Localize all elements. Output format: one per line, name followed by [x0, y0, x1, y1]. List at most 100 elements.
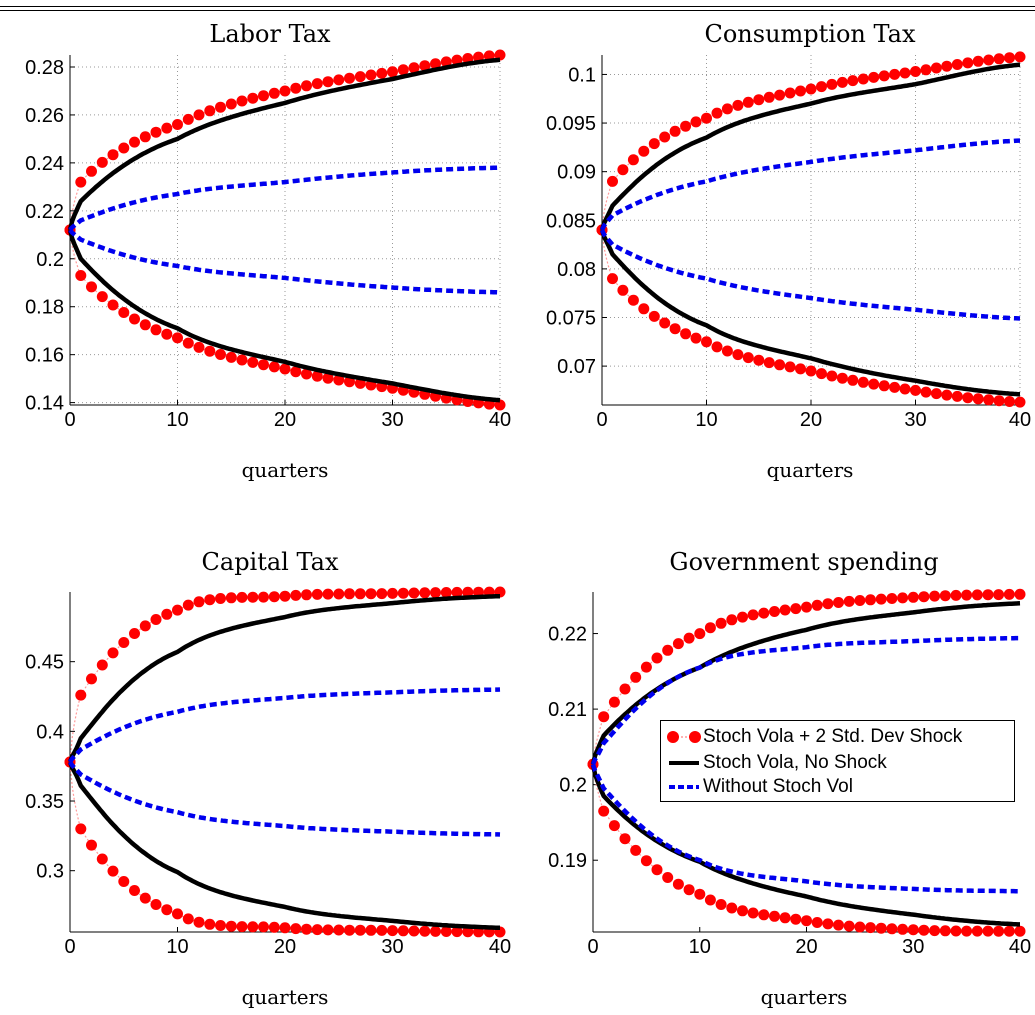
- series-point-shock: [847, 374, 859, 386]
- series-point-shock: [161, 122, 173, 134]
- series-point-shock: [608, 696, 620, 708]
- series-point-shock: [907, 591, 919, 603]
- series-point-shock: [107, 149, 119, 161]
- series-point-shock: [118, 637, 130, 648]
- series-point-shock: [608, 820, 620, 832]
- series-point-shock: [301, 80, 312, 92]
- series-point-shock: [715, 899, 727, 910]
- series-point-shock: [742, 96, 754, 108]
- series-point-shock: [971, 589, 983, 601]
- series-point-shock: [290, 82, 302, 94]
- series-point-shock: [690, 116, 702, 128]
- series-line-novol: [68, 760, 501, 837]
- series-line-noshock: [599, 229, 1021, 397]
- series-point-shock: [779, 604, 791, 616]
- series-point-shock: [311, 588, 323, 600]
- series-point-shock: [897, 592, 909, 604]
- series-point-shock: [910, 66, 921, 77]
- series-point-shock: [662, 872, 674, 883]
- series-point-shock: [680, 120, 692, 132]
- series-point-shock: [408, 62, 420, 74]
- series-point-shock: [993, 395, 1005, 407]
- series-point-shock: [651, 652, 663, 664]
- y-tick-label: 0.1: [568, 64, 596, 86]
- series-point-shock: [907, 924, 919, 936]
- y-tick-label: 0.07: [557, 356, 596, 378]
- series-point-shock: [763, 357, 775, 369]
- legend: Stoch Vola + 2 Std. Dev Shock Stoch Vola…: [660, 720, 1015, 802]
- x-tick-label: 30: [904, 409, 926, 431]
- series-point-shock: [795, 363, 806, 375]
- series-point-shock: [868, 378, 880, 390]
- series-point-shock: [897, 923, 909, 935]
- series-point-shock: [247, 591, 259, 603]
- series-point-shock: [258, 591, 269, 603]
- series-point-shock: [430, 58, 441, 70]
- series-point-shock: [204, 105, 216, 117]
- series-point-shock: [236, 95, 248, 107]
- series-point-shock: [805, 365, 817, 377]
- series-point-shock: [75, 270, 87, 281]
- series-point-shock: [430, 925, 441, 937]
- x-tick-label: 30: [381, 409, 403, 431]
- legend-sample-dots: [667, 731, 701, 743]
- series-point-shock: [747, 609, 759, 621]
- series-point-shock: [118, 876, 130, 887]
- series-point-shock: [930, 388, 942, 400]
- x-tick-label: 30: [381, 936, 403, 958]
- series-point-shock: [397, 925, 409, 937]
- series-point-shock: [258, 90, 269, 102]
- y-tick-label: 0.085: [546, 210, 596, 232]
- series-point-shock: [951, 59, 963, 70]
- series-point-shock: [268, 361, 280, 373]
- series-point-shock: [983, 54, 995, 66]
- series-point-shock: [86, 839, 97, 851]
- series-line-novol: [590, 635, 1020, 766]
- series-point-shock: [268, 87, 280, 99]
- series-point-shock: [732, 99, 744, 111]
- series-point-shock: [982, 925, 994, 937]
- series-point-shock: [763, 91, 775, 103]
- y-tick-label: 0.08: [557, 259, 596, 281]
- series-line-noshock: [67, 229, 501, 403]
- series-point-shock: [225, 351, 237, 363]
- series-point-shock: [172, 332, 183, 344]
- series-point-shock: [790, 603, 802, 615]
- series-line-novol: [68, 687, 501, 764]
- series-point-shock: [918, 591, 930, 603]
- series-point-shock: [790, 913, 802, 925]
- series-point-shock: [204, 345, 216, 357]
- series-point-shock: [290, 589, 302, 601]
- series-point-shock: [758, 909, 770, 921]
- series-line-noshock: [67, 593, 500, 763]
- series-point-shock: [290, 923, 302, 935]
- series-point-shock: [774, 359, 786, 371]
- series-point-shock: [822, 918, 834, 930]
- top-rule-2: [0, 10, 1035, 11]
- y-tick-label: 0.45: [25, 652, 64, 674]
- x-tick-label: 0: [64, 936, 75, 958]
- series-point-shock: [118, 142, 130, 154]
- panel-title: Consumption Tax: [704, 20, 916, 48]
- series-point-shock: [899, 67, 911, 79]
- series-point-shock: [833, 597, 844, 608]
- series-point-shock: [950, 925, 962, 937]
- series-point-shock: [225, 592, 237, 604]
- series-point-shock: [993, 589, 1005, 601]
- series-point-shock: [950, 589, 962, 601]
- x-axis-label: quarters: [241, 458, 329, 482]
- series-point-shock: [962, 57, 974, 69]
- series-line-noshock: [67, 57, 501, 231]
- series-point-shock: [659, 131, 671, 143]
- series-point-shock: [732, 349, 744, 361]
- x-tick-label: 10: [166, 409, 188, 431]
- x-tick-label: 10: [166, 936, 188, 958]
- series-line-novol: [590, 763, 1020, 894]
- series-point-shock: [204, 594, 216, 606]
- series-point-shock: [694, 888, 706, 900]
- x-tick-label: 20: [274, 409, 296, 431]
- series-point-shock: [107, 647, 119, 659]
